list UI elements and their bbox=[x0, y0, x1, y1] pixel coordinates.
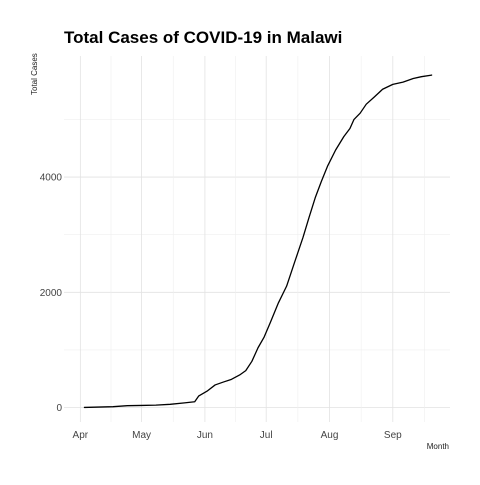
data-point bbox=[223, 381, 224, 382]
data-point bbox=[264, 336, 265, 337]
data-point bbox=[294, 261, 295, 262]
data-point bbox=[392, 84, 393, 85]
data-point bbox=[353, 119, 354, 120]
x-tick-label: Apr bbox=[73, 430, 89, 441]
series-layer bbox=[83, 74, 433, 409]
data-point bbox=[257, 347, 258, 348]
x-tick-label: Sep bbox=[384, 430, 402, 441]
data-point bbox=[184, 402, 185, 403]
data-point bbox=[360, 113, 361, 114]
data-point bbox=[215, 384, 216, 385]
data-point bbox=[112, 406, 113, 407]
data-point bbox=[251, 361, 252, 362]
data-point bbox=[382, 89, 383, 90]
data-point bbox=[194, 401, 195, 402]
x-axis-label: Month bbox=[427, 442, 449, 451]
data-point bbox=[349, 128, 350, 129]
data-point bbox=[98, 406, 99, 407]
data-point bbox=[343, 136, 344, 137]
series-line-total-cases bbox=[83, 74, 433, 409]
data-point bbox=[141, 405, 142, 406]
data-point bbox=[206, 391, 207, 392]
data-point bbox=[278, 302, 279, 303]
x-tick-label: May bbox=[132, 430, 151, 441]
data-point bbox=[231, 379, 232, 380]
y-tick-label: 4000 bbox=[40, 173, 63, 184]
data-point bbox=[431, 74, 432, 75]
data-point bbox=[413, 78, 414, 79]
data-point bbox=[302, 237, 303, 238]
x-tick-label: Aug bbox=[321, 430, 339, 441]
data-point bbox=[335, 149, 336, 150]
y-axis-label: Total Cases bbox=[30, 53, 39, 95]
data-point bbox=[239, 374, 240, 375]
data-point bbox=[327, 166, 328, 167]
y-tick-labels: 0 2000 4000 bbox=[40, 173, 63, 415]
chart-title: Total Cases of COVID-19 in Malawi bbox=[64, 28, 342, 47]
data-point bbox=[245, 370, 246, 371]
data-point bbox=[421, 76, 422, 77]
data-point bbox=[374, 96, 375, 97]
data-point bbox=[170, 404, 171, 405]
x-tick-label: Jul bbox=[260, 430, 273, 441]
data-point bbox=[84, 407, 85, 408]
x-tick-labels: Apr May Jun Jul Aug Sep bbox=[73, 430, 403, 441]
data-point bbox=[366, 104, 367, 105]
data-point bbox=[321, 181, 322, 182]
x-tick-label: Jun bbox=[197, 430, 213, 441]
data-point bbox=[315, 197, 316, 198]
data-point bbox=[198, 395, 199, 396]
grid-lines bbox=[64, 56, 450, 422]
data-point bbox=[286, 286, 287, 287]
data-point bbox=[155, 405, 156, 406]
data-point bbox=[402, 82, 403, 83]
y-tick-label: 2000 bbox=[40, 288, 63, 299]
y-tick-label: 0 bbox=[56, 403, 62, 414]
data-point bbox=[270, 322, 271, 323]
data-point bbox=[127, 405, 128, 406]
data-point bbox=[308, 217, 309, 218]
